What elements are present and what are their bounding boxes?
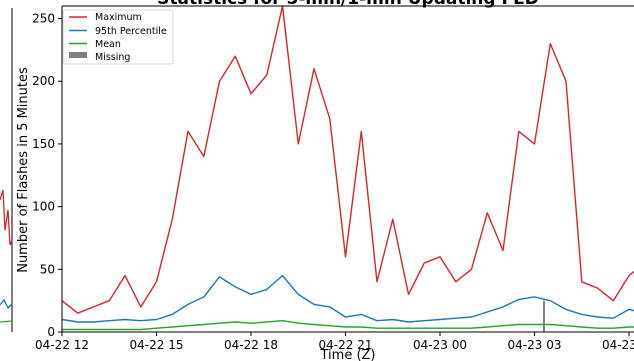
y-tick-label: 250 (32, 12, 55, 26)
series-line-maximum (61, 5, 634, 314)
legend: Maximum 95th Percentile Mean Missing (62, 9, 174, 65)
x-tick-label: 04-23 06 (602, 338, 634, 352)
legend-label-maximum: Maximum (95, 12, 142, 23)
chart-title: Statistics for 5-min/1-min Updating FED (157, 0, 539, 9)
legend-swatch-missing (69, 52, 87, 58)
y-axis-label: Number of Flashes in 5 Minutes (16, 67, 31, 273)
series-line-mean (62, 320, 634, 331)
y-tick-label: 150 (32, 137, 55, 151)
series-layer (61, 5, 634, 332)
x-tick-label: 04-23 00 (413, 338, 467, 352)
y-tick-label: 200 (32, 74, 55, 88)
legend-label-95th-percentile: 95th Percentile (95, 26, 167, 37)
x-axis-label: Time (Z) (320, 348, 376, 361)
x-tick-label: 04-22 15 (130, 338, 184, 352)
legend-label-missing: Missing (95, 52, 130, 63)
x-tick-label: 04-22 12 (35, 338, 89, 352)
legend-label-mean: Mean (95, 39, 121, 50)
y-tick-label: 100 (32, 200, 55, 214)
x-tick-label: 04-22 18 (224, 338, 278, 352)
y-tick-label: 0 (47, 325, 55, 339)
series-line-95th-percentile (61, 274, 634, 323)
x-tick-label: 04-23 03 (508, 338, 562, 352)
y-tick-label: 50 (40, 262, 55, 276)
legend-box (62, 9, 174, 65)
axes-layer: 0 50 100 150 200 250 04-22 12 04-22 15 04-22 18 0… (32, 5, 634, 352)
left-panel-fragment (0, 8, 13, 332)
x-tick-label: 04-22 21 (319, 338, 373, 352)
